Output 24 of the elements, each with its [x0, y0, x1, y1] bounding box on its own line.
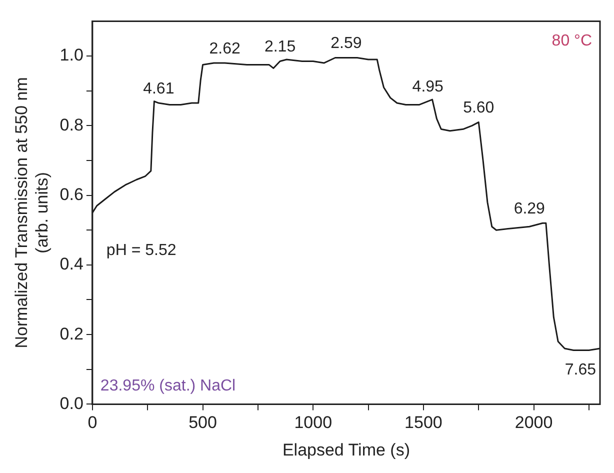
x-tick-label: 500 [188, 413, 217, 432]
annotation: 6.29 [514, 200, 546, 218]
annotation: 4.95 [412, 78, 444, 96]
annotation: pH = 5.52 [106, 242, 176, 260]
y-axis-title: Normalized Transmission at 550 nm (arb. units) [12, 77, 52, 348]
annotation: 80 °C [552, 32, 592, 50]
y-tick-label: 0.0 [60, 394, 84, 413]
annotation: 2.59 [330, 35, 362, 52]
x-tick-label: 2000 [514, 413, 553, 432]
x-axis-title: Elapsed Time (s) [282, 440, 410, 460]
annotation: 5.60 [463, 100, 494, 117]
y-tick-label: 0.8 [60, 115, 84, 134]
y-tick-label: 0.6 [60, 184, 84, 204]
annotation: 23.95% (sat.) NaCl [100, 378, 236, 395]
annotation: 4.61 [143, 80, 174, 98]
x-tick-label: 1500 [404, 413, 442, 432]
annotation: 2.62 [209, 40, 241, 58]
annotation: 2.15 [264, 38, 296, 56]
y-tick-label: 0.2 [60, 324, 84, 344]
x-tick-label: 1000 [294, 413, 332, 432]
y-tick-label: 0.4 [60, 254, 84, 274]
annotation: 7.65 [564, 362, 596, 379]
y-tick-label: 1.0 [60, 46, 84, 65]
x-tick-label: 0 [88, 413, 98, 432]
